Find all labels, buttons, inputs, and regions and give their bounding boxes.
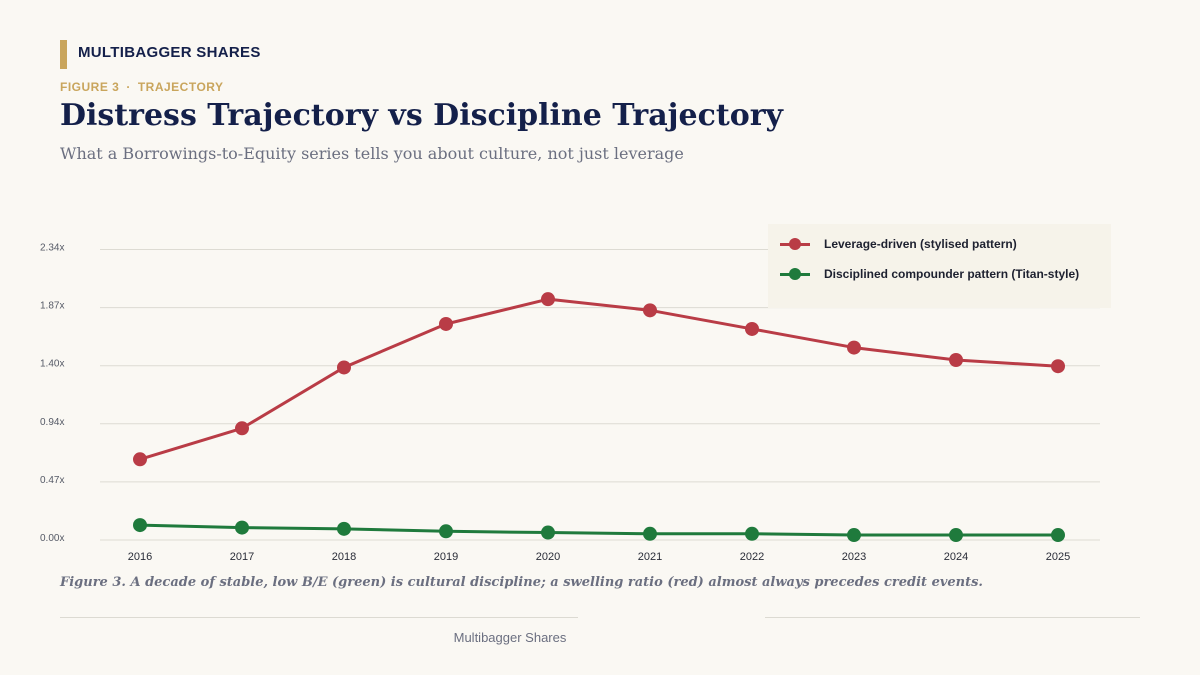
x-tick-label: 2020 (536, 551, 560, 563)
figure-kicker: FIGURE 3 · TRAJECTORY (60, 80, 224, 94)
data-point (1051, 528, 1065, 543)
x-tick-label: 2025 (1046, 551, 1070, 563)
data-point (949, 528, 963, 543)
x-tick-label: 2024 (944, 551, 968, 563)
kicker-topic: TRAJECTORY (137, 80, 224, 94)
legend-item-leverage: Leverage-driven (stylised pattern) (780, 234, 1017, 254)
x-tick-label: 2023 (842, 551, 866, 563)
legend-item-disciplined: Disciplined compounder pattern (Titan-st… (780, 264, 1079, 284)
x-tick-label: 2018 (332, 551, 356, 563)
data-point (745, 321, 759, 336)
figure-caption: Figure 3. A decade of stable, low B/E (g… (60, 575, 983, 590)
chart-legend: Leverage-driven (stylised pattern) Disci… (768, 224, 1111, 308)
data-point (847, 528, 861, 543)
series-line (139, 297, 1059, 461)
legend-swatch-leverage (780, 238, 810, 250)
legend-swatch-disciplined (780, 268, 810, 280)
y-tick-label: 1.40x (40, 359, 64, 370)
legend-label-disciplined: Disciplined compounder pattern (Titan-st… (824, 267, 1080, 281)
data-point (643, 303, 657, 318)
x-tick-label: 2016 (128, 551, 152, 563)
x-tick-label: 2017 (230, 551, 254, 563)
data-point (337, 521, 351, 536)
kicker-separator: · (126, 80, 131, 94)
x-tick-label: 2021 (638, 551, 662, 563)
legend-label-leverage: Leverage-driven (stylised pattern) (824, 237, 1017, 251)
data-point (541, 525, 555, 540)
data-point (337, 360, 351, 375)
data-point (847, 340, 861, 355)
x-tick-label: 2019 (434, 551, 458, 563)
page-title: Distress Trajectory vs Discipline Trajec… (60, 98, 783, 133)
data-point (643, 526, 657, 541)
data-point (1051, 359, 1065, 374)
data-point (235, 520, 249, 535)
data-point (745, 526, 759, 541)
footer-brand: Multibagger Shares (453, 630, 567, 645)
data-point (541, 292, 555, 307)
brand-accent-bar (60, 40, 67, 69)
y-tick-label: 1.87x (40, 301, 64, 312)
x-tick-label: 2022 (740, 551, 764, 563)
data-point (439, 316, 453, 331)
series-line (139, 523, 1058, 537)
data-point (439, 524, 453, 539)
page-subtitle: What a Borrowings-to-Equity series tells… (60, 144, 684, 163)
kicker-figure: FIGURE 3 (60, 80, 120, 94)
y-tick-label: 0.94x (40, 417, 64, 428)
footer-rule-right (765, 617, 1140, 618)
y-tick-label: 0.00x (40, 533, 64, 544)
data-point (949, 352, 963, 367)
data-point (235, 421, 249, 436)
y-tick-label: 2.34x (40, 243, 64, 254)
data-point (133, 518, 147, 533)
data-point (133, 452, 147, 467)
footer-rule-left (60, 617, 578, 618)
brand-name: MULTIBAGGER SHARES (78, 44, 261, 61)
y-tick-label: 0.47x (40, 475, 64, 486)
